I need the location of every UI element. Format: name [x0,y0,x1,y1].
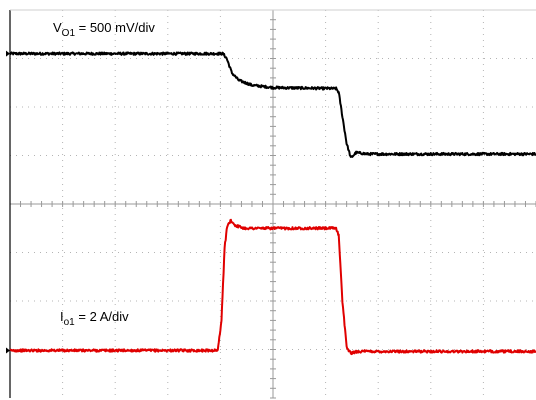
voltage-ground-marker [6,50,10,57]
voltage-label-main: V [53,20,62,35]
current-label-subscript: o1 [64,317,76,328]
traces [6,50,536,356]
voltage-label-scale: = 500 mV/div [75,20,155,35]
current-trace-label: Io1 = 2 A/div [60,309,129,328]
current-label-main: I [60,309,64,324]
current-trace [9,218,536,356]
grid [9,9,536,399]
voltage-trace-label: VO1 = 500 mV/div [53,20,155,39]
trace-labels: VO1 = 500 mV/div Io1 = 2 A/div [53,20,155,328]
voltage-trace [9,51,536,158]
current-ground-marker [6,347,10,354]
current-label-scale: = 2 A/div [75,309,129,324]
voltage-label-subscript: O1 [62,28,76,39]
